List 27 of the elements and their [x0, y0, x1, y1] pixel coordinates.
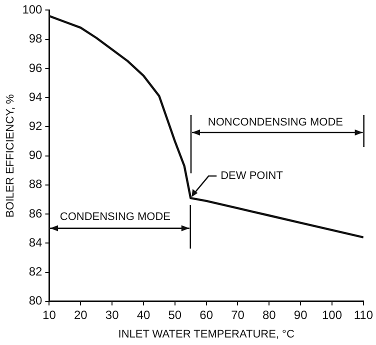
- x-tick-label: 60: [200, 308, 214, 322]
- x-tick-label: 50: [168, 308, 182, 322]
- y-tick-label: 90: [28, 148, 43, 162]
- x-tick-label: 80: [262, 308, 276, 322]
- y-tick-label: 96: [28, 60, 43, 75]
- y-tick-label: 98: [28, 32, 43, 46]
- annotation: NONCONDENSING MODE: [208, 116, 343, 128]
- y-tick-label: 82: [28, 264, 43, 279]
- x-tick-label: 110: [354, 308, 374, 322]
- x-axis-title: INLET WATER TEMPERATURE, °C: [118, 328, 294, 340]
- y-tick-label: 86: [28, 206, 43, 220]
- annotation: CONDENSING MODE: [60, 210, 171, 223]
- x-tick-label: 20: [74, 308, 88, 322]
- annotation: DEW POINT: [220, 170, 284, 182]
- y-tick-label: 88: [28, 177, 43, 192]
- y-tick-label: 100: [22, 2, 43, 17]
- x-tick-label: 70: [231, 308, 245, 322]
- y-tick-label: 94: [28, 90, 43, 104]
- y-tick-label: 80: [28, 294, 43, 308]
- x-tick-label: 10: [42, 308, 56, 322]
- x-tick-label: 30: [105, 308, 120, 322]
- x-tick-label: 90: [294, 308, 308, 322]
- y-tick-label: 84: [28, 235, 43, 250]
- y-axis-title: BOILER EFFICIENCY, %: [4, 94, 17, 218]
- x-tick-label: 100: [322, 308, 342, 322]
- x-tick-label: 40: [136, 308, 150, 322]
- y-tick-label: 92: [28, 118, 43, 133]
